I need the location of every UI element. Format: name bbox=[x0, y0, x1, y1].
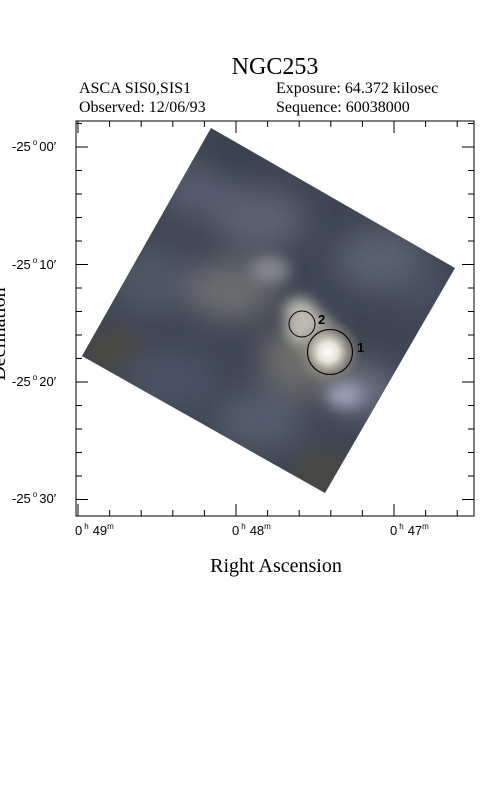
exposure-label: Exposure: 64.372 kilosec bbox=[276, 80, 439, 97]
x-tick-label: 0 bbox=[390, 523, 397, 538]
x-axis-title: Right Ascension bbox=[210, 555, 342, 577]
y-tick-label: -25 bbox=[12, 374, 31, 389]
observed-date-label: Observed: 12/06/93 bbox=[79, 99, 206, 116]
image-title: NGC253 bbox=[231, 54, 319, 80]
source-label-1: 1 bbox=[357, 340, 364, 355]
y-tick-label: -25 bbox=[12, 491, 31, 506]
axis-ticks bbox=[76, 121, 474, 516]
source-region-2: 2 bbox=[288, 310, 325, 338]
x-axis-labels: 0 h 49m 0 h 48m 0 h 47m bbox=[75, 522, 429, 538]
xray-image-field bbox=[82, 128, 455, 493]
plot-frame bbox=[75, 120, 475, 517]
y-axis-labels: -25 o 00′ -25 o 10′ -25 o 20′ -25 o 30′ bbox=[12, 138, 57, 506]
x-tick-label: 0 bbox=[232, 523, 239, 538]
source-label-2: 2 bbox=[318, 312, 325, 327]
y-tick-label: -25 bbox=[12, 257, 31, 272]
source-region-1: 1 bbox=[307, 329, 364, 375]
y-axis-title: Declination bbox=[0, 287, 10, 381]
instrument-label: ASCA SIS0,SIS1 bbox=[79, 80, 192, 97]
y-tick-label: -25 bbox=[12, 139, 31, 154]
x-tick-label: 0 bbox=[75, 523, 82, 538]
sequence-label: Sequence: 60038000 bbox=[276, 99, 410, 116]
